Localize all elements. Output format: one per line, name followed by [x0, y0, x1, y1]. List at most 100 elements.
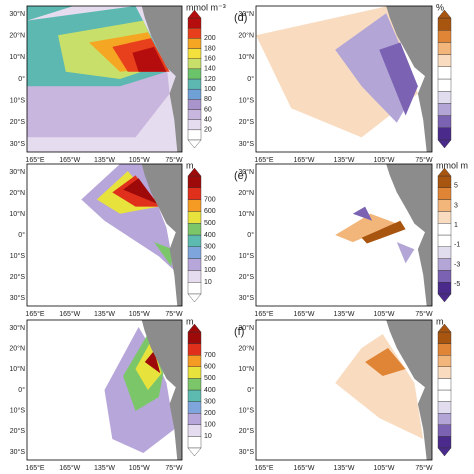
- colorbar-tick-label: 200: [204, 410, 216, 417]
- lat-label: 20°N: [9, 189, 25, 197]
- colorbar-tick-label: 100: [204, 86, 216, 93]
- colorbar-cell: [437, 211, 452, 224]
- colorbar-cell: [187, 270, 202, 283]
- colorbar-arrow: [437, 9, 452, 19]
- colorbar-cell: [437, 115, 452, 128]
- land: [141, 164, 182, 306]
- lon-label: 105°W: [373, 156, 394, 164]
- colorbar-cell: [187, 38, 202, 49]
- lon-label: 135°W: [94, 156, 115, 164]
- colorbar-unit: mmol m⁻³: [186, 2, 226, 12]
- lat-label: 10°N: [9, 365, 25, 373]
- land: [386, 320, 432, 460]
- lon-label: 105°W: [129, 310, 150, 318]
- colorbar-tick-label: 500: [204, 375, 216, 382]
- colorbar-cell: [187, 282, 202, 295]
- colorbar-cell: [187, 88, 202, 100]
- lat-label: 20°S: [10, 118, 26, 126]
- lat-label: 30°N: [9, 10, 25, 18]
- colorbar-cell: [437, 413, 452, 426]
- field: [352, 206, 373, 221]
- colorbar-tick-label: 600: [204, 364, 216, 371]
- colorbar-cell: [437, 66, 452, 80]
- lat-label: 20°N: [9, 345, 25, 353]
- lon-label: 135°W: [94, 310, 115, 318]
- lon-label: 165°E: [25, 310, 44, 318]
- field: [365, 348, 406, 376]
- colorbar-tick-label: -3: [454, 261, 460, 268]
- lon-label: 105°W: [373, 310, 394, 318]
- lat-label: 20°S: [239, 273, 255, 281]
- lat-label: 20°N: [238, 32, 254, 40]
- land: [141, 320, 182, 460]
- colorbar-tick-label: 200: [204, 255, 216, 262]
- colorbar-unit: m: [436, 316, 444, 326]
- lat-label: 30°S: [239, 294, 255, 302]
- colorbar-tick-label: 300: [204, 244, 216, 251]
- panel-label: (e): [234, 170, 247, 182]
- colorbar-cell: [187, 211, 202, 224]
- colorbar-arrow: [437, 323, 452, 333]
- colorbar-tick-label: 200: [204, 35, 216, 42]
- colorbar-tick-label: 400: [204, 387, 216, 394]
- land: [141, 6, 182, 152]
- colorbar-cell: [437, 282, 452, 295]
- colorbar-cell: [437, 30, 452, 43]
- colorbar-tick-label: 180: [204, 45, 216, 52]
- field: [27, 137, 136, 152]
- colorbar-cell: [187, 378, 202, 391]
- lat-label: 0°: [247, 386, 254, 394]
- colorbar-cell: [187, 401, 202, 414]
- lon-label: 75°W: [415, 156, 433, 164]
- colorbar-tick-label: 140: [204, 66, 216, 73]
- colorbar-cell: [187, 129, 202, 141]
- field: [335, 334, 424, 439]
- lon-label: 165°E: [254, 464, 273, 472]
- lat-label: 10°S: [10, 97, 26, 105]
- lat-label: 10°N: [9, 53, 25, 61]
- colorbar-cell: [187, 234, 202, 248]
- lat-label: 30°N: [238, 324, 254, 332]
- lat-label: 0°: [247, 231, 254, 239]
- lon-label: 165°W: [59, 310, 80, 318]
- colorbar-cell: [187, 258, 202, 271]
- colorbar-cell: [187, 199, 202, 212]
- colorbar-cell: [187, 78, 202, 90]
- colorbar-tick-label: 300: [204, 398, 216, 405]
- colorbar-unit: m: [186, 316, 194, 326]
- lat-label: 30°S: [239, 448, 255, 456]
- colorbar-cell: [437, 270, 452, 283]
- colorbar-cell: [437, 17, 452, 31]
- colorbar-cell: [187, 27, 202, 39]
- lat-label: 30°S: [239, 140, 255, 148]
- lat-label: 10°S: [239, 252, 255, 260]
- lon-label: 165°W: [293, 310, 314, 318]
- colorbar-tick-label: 600: [204, 208, 216, 215]
- colorbar-tick-label: 120: [204, 76, 216, 83]
- lon-label: 165°W: [59, 156, 80, 164]
- lon-label: 75°W: [415, 310, 433, 318]
- colorbar-tick-label: 100: [204, 422, 216, 429]
- colorbar-cell: [187, 222, 202, 236]
- colorbar-unit: mmol m: [436, 160, 468, 170]
- field: [154, 242, 173, 267]
- lat-label: 30°S: [10, 140, 26, 148]
- colorbar-tick-label: 60: [204, 106, 212, 113]
- colorbar-cell: [437, 127, 452, 141]
- colorbar-unit: m: [186, 160, 194, 170]
- lat-label: 20°S: [239, 427, 255, 435]
- lon-label: 135°W: [333, 156, 354, 164]
- lat-label: 30°S: [10, 448, 26, 456]
- field: [27, 6, 74, 21]
- colorbar-cell: [437, 343, 452, 356]
- map-frame: [255, 5, 433, 153]
- land: [386, 6, 432, 152]
- colorbar-cell: [187, 58, 202, 70]
- colorbar-arrow: [187, 167, 202, 177]
- colorbar-arrow: [187, 139, 202, 149]
- colorbar-cell: [437, 42, 452, 55]
- lat-label: 20°S: [10, 427, 26, 435]
- colorbar-arrow: [437, 447, 452, 457]
- field: [144, 350, 161, 374]
